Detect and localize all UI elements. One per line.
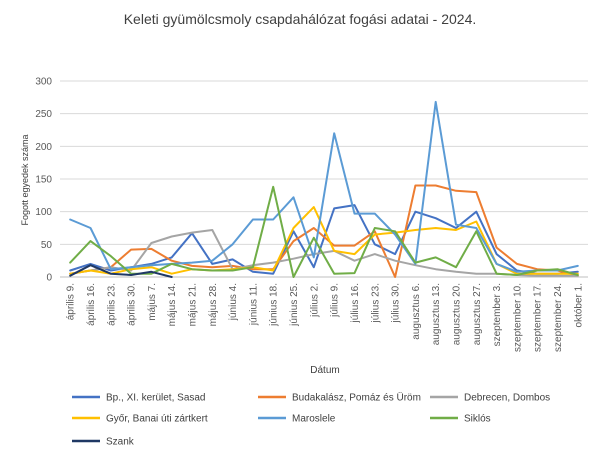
- y-axis-label: Fogott egyedek száma: [20, 134, 30, 225]
- legend-label: Budakalász, Pomáz és Üröm: [292, 392, 421, 404]
- x-tick-label: május 14.: [167, 283, 178, 326]
- chart-title: Keleti gyümölcsmoly csapdahálózat fogási…: [124, 11, 477, 27]
- x-tick-label: szeptember 3.: [492, 283, 503, 346]
- x-tick-label: augusztus 20.: [452, 283, 463, 345]
- y-tick-label: 100: [35, 207, 52, 218]
- series-line-6: [69, 264, 173, 278]
- x-tick-label: augusztus 13.: [431, 283, 442, 345]
- x-tick-label: május 7.: [147, 283, 158, 321]
- x-tick-label: szeptember 17.: [533, 283, 544, 352]
- x-tick-label: szeptember 10.: [512, 283, 523, 352]
- x-tick-label: július 9.: [330, 283, 341, 318]
- legend-label: Siklós: [464, 414, 491, 425]
- x-tick-label: október 1.: [573, 283, 584, 327]
- x-tick-label: május 28.: [208, 283, 219, 326]
- x-tick-label: április 30.: [127, 283, 138, 326]
- x-axis-ticks: április 9. április 16. április 23. április …: [66, 283, 585, 352]
- y-tick-label: 50: [41, 240, 53, 251]
- x-tick-label: április 16.: [86, 283, 97, 326]
- x-tick-label: szeptember 24.: [553, 283, 564, 352]
- x-tick-label: augusztus 27.: [472, 283, 483, 345]
- legend-label: Győr, Banai úti zártkert: [106, 414, 208, 425]
- legend-label: Szank: [106, 437, 135, 448]
- x-tick-label: június 11.: [248, 283, 259, 326]
- series-line-4: [69, 100, 579, 273]
- y-tick-label: 0: [46, 273, 52, 284]
- legend-label: Debrecen, Dombos: [464, 393, 550, 404]
- x-tick-label: június 4.: [228, 283, 239, 321]
- legend-label: Maroslele: [292, 414, 336, 425]
- x-tick-label: július 16.: [350, 283, 361, 323]
- x-tick-label: június 25.: [289, 283, 300, 327]
- legend-label: Bp., XI. kerület, Sasad: [106, 393, 206, 404]
- y-tick-label: 300: [35, 77, 52, 88]
- y-tick-label: 250: [35, 109, 52, 120]
- x-tick-label: július 2.: [309, 283, 320, 318]
- x-tick-label: június 18.: [269, 283, 280, 327]
- y-tick-label: 200: [35, 142, 52, 153]
- grid-lines: [60, 80, 588, 278]
- legend: Bp., XI. kerület, Sasad Budakalász, Pomáz…: [72, 392, 550, 448]
- series-line-2: [69, 229, 579, 277]
- y-tick-label: 150: [35, 175, 52, 186]
- x-tick-label: április 9.: [66, 283, 77, 320]
- series-line-0: [69, 204, 579, 275]
- series-lines: [69, 100, 579, 278]
- x-tick-label: május 21.: [188, 283, 199, 326]
- x-tick-label: április 23.: [106, 283, 117, 326]
- x-tick-label: augusztus 6.: [411, 283, 422, 340]
- x-tick-label: július 23.: [370, 283, 381, 323]
- series-line-1: [69, 184, 579, 278]
- x-axis-label: Dátum: [310, 365, 339, 376]
- x-tick-label: július 30.: [391, 283, 402, 323]
- y-axis-ticks: 0 50 100 150 200 250 300: [35, 77, 52, 284]
